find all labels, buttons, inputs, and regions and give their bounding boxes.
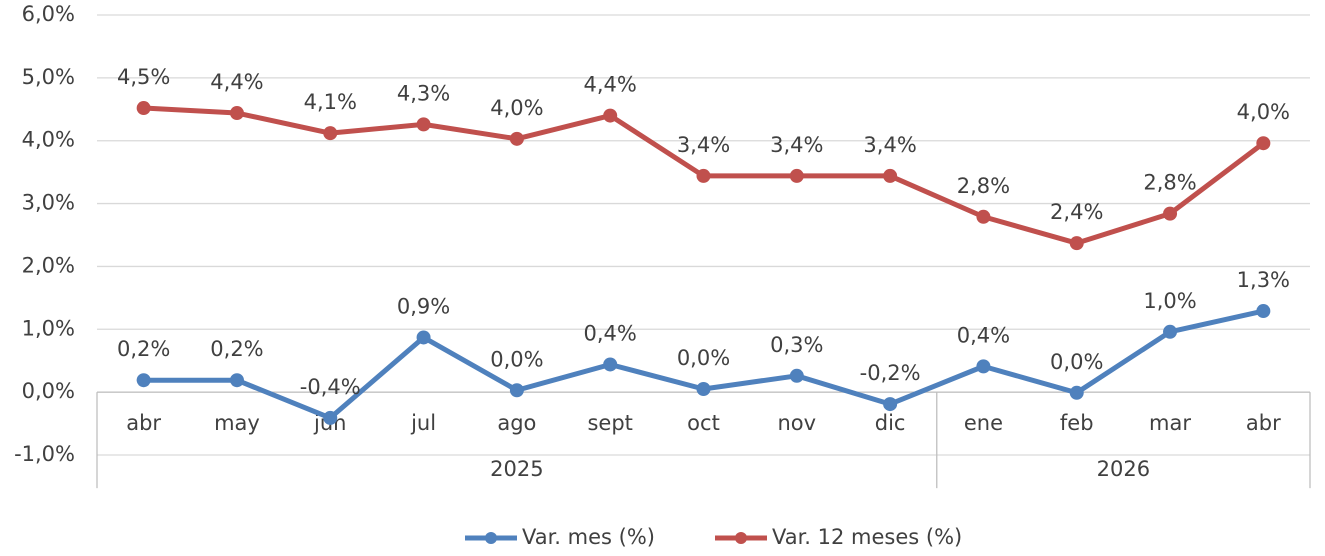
point <box>136 101 151 116</box>
point <box>1069 385 1084 400</box>
y-tick-label: 3,0% <box>22 191 75 215</box>
data-label: 2,8% <box>957 174 1010 198</box>
point <box>976 359 991 374</box>
x-tick-label: feb <box>1060 411 1094 435</box>
point <box>789 168 804 183</box>
data-label: 0,9% <box>397 294 450 318</box>
data-label: 4,5% <box>117 65 170 89</box>
data-label: 4,4% <box>210 70 263 94</box>
data-label: 3,4% <box>863 133 916 157</box>
point <box>323 410 338 425</box>
y-tick-label: 5,0% <box>22 65 75 89</box>
x-tick-label: abr <box>1246 411 1281 435</box>
x-tick-label: may <box>214 411 260 435</box>
legend-marker <box>485 532 497 544</box>
point <box>883 168 898 183</box>
x-tick-label: abr <box>126 411 161 435</box>
data-label: 0,0% <box>490 347 543 371</box>
point <box>416 117 431 132</box>
data-label: 2,8% <box>1143 171 1196 195</box>
data-label: 0,3% <box>770 333 823 357</box>
point <box>1256 136 1271 151</box>
x-tick-label: dic <box>875 411 906 435</box>
data-label: 4,3% <box>397 81 450 105</box>
legend-label: Var. 12 meses (%) <box>772 525 962 549</box>
y-tick-label: 1,0% <box>22 316 75 340</box>
point <box>976 209 991 224</box>
data-label: 4,0% <box>1237 100 1290 124</box>
point <box>696 382 711 396</box>
data-label: 1,3% <box>1237 268 1290 292</box>
point <box>1256 304 1271 319</box>
y-tick-label: 4,0% <box>22 128 75 152</box>
group-label: 2026 <box>1097 457 1150 481</box>
point <box>509 383 524 398</box>
data-label: 0,2% <box>117 337 170 361</box>
point <box>1069 236 1084 251</box>
x-tick-label: jul <box>410 411 436 435</box>
data-label: 4,4% <box>584 73 637 97</box>
data-label: 4,0% <box>490 96 543 120</box>
legend-label: Var. mes (%) <box>522 525 655 549</box>
data-label: 0,4% <box>957 323 1010 347</box>
x-tick-label: mar <box>1149 411 1191 435</box>
data-label: 0,2% <box>210 337 263 361</box>
data-label: 3,4% <box>770 133 823 157</box>
data-label: 0,0% <box>677 346 730 370</box>
legend-marker <box>735 532 747 544</box>
x-tick-label: nov <box>778 411 817 435</box>
point <box>416 330 431 345</box>
point <box>789 368 804 383</box>
point <box>883 397 898 412</box>
data-label: 2,4% <box>1050 200 1103 224</box>
point <box>1163 206 1178 221</box>
x-tick-label: ago <box>497 411 536 435</box>
data-label: -0,4% <box>300 375 361 399</box>
y-tick-label: -1,0% <box>14 442 75 466</box>
point <box>136 373 151 388</box>
point <box>229 373 244 388</box>
point <box>603 357 618 372</box>
data-label: 3,4% <box>677 133 730 157</box>
point <box>509 131 524 146</box>
y-tick-label: 6,0% <box>22 2 75 26</box>
x-tick-label: sept <box>587 411 632 435</box>
y-tick-label: 0,0% <box>22 379 75 403</box>
group-label: 2025 <box>490 457 543 481</box>
point <box>603 108 618 123</box>
data-label: -0,2% <box>860 361 921 385</box>
data-label: 0,0% <box>1050 350 1103 374</box>
y-tick-label: 2,0% <box>22 253 75 277</box>
point <box>696 168 711 183</box>
point <box>1163 324 1178 339</box>
x-tick-label: ene <box>964 411 1003 435</box>
point <box>323 126 338 141</box>
data-label: 0,4% <box>584 321 637 345</box>
data-label: 1,0% <box>1143 289 1196 313</box>
x-tick-label: oct <box>687 411 720 435</box>
data-label: 4,1% <box>304 90 357 114</box>
point <box>229 106 244 121</box>
